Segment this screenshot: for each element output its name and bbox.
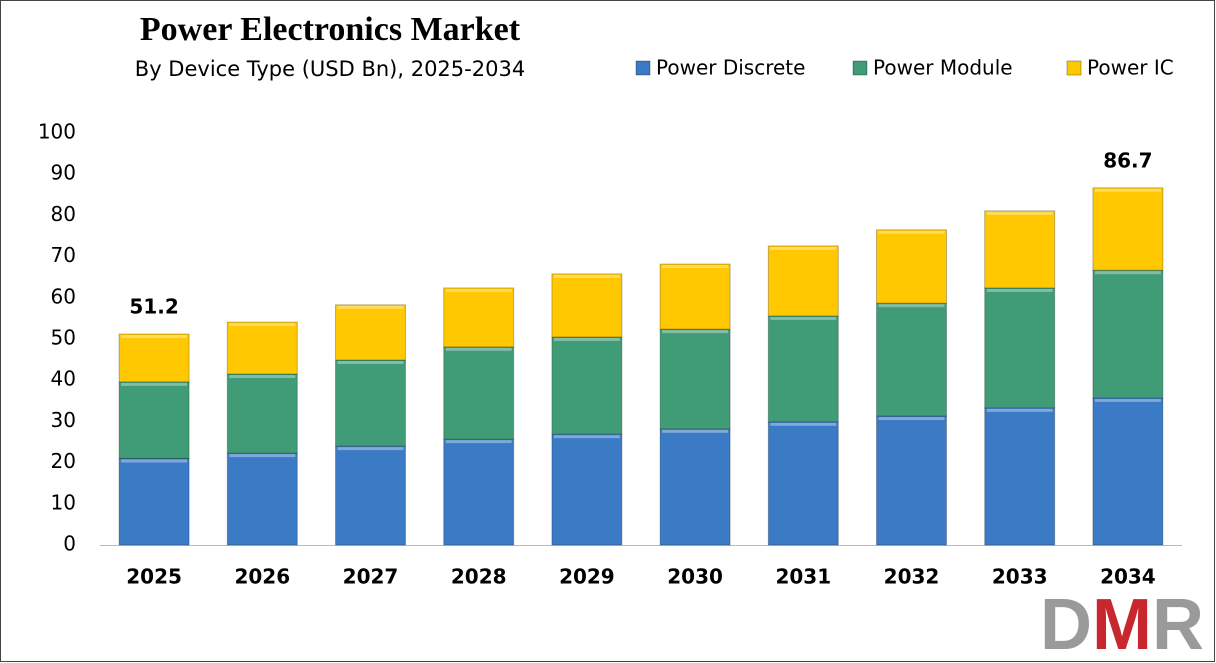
bar-segment bbox=[226, 373, 298, 454]
bar-highlight bbox=[121, 382, 188, 386]
bar-segment bbox=[984, 407, 1056, 546]
y-tick-label: 40 bbox=[51, 367, 76, 391]
bar-highlight bbox=[553, 337, 620, 341]
bar-highlight bbox=[553, 435, 620, 439]
bar-highlight bbox=[121, 459, 188, 463]
bar-segment bbox=[984, 210, 1056, 289]
legend-label: Power Discrete bbox=[656, 56, 805, 80]
bar-segment bbox=[118, 333, 190, 383]
bar-highlight bbox=[986, 408, 1053, 412]
bar-highlight bbox=[662, 429, 729, 433]
chart-title: Power Electronics Market bbox=[140, 11, 521, 48]
bar-segment bbox=[1092, 397, 1164, 546]
y-tick-label: 60 bbox=[51, 284, 76, 308]
total-label: 51.2 bbox=[129, 295, 178, 319]
legend-swatch bbox=[1066, 60, 1082, 76]
bar-highlight bbox=[878, 230, 945, 234]
bar-segment bbox=[767, 245, 839, 317]
y-tick-label: 70 bbox=[51, 243, 76, 267]
total-label: 86.7 bbox=[1103, 148, 1152, 172]
logo-letter: M bbox=[1092, 585, 1152, 663]
logo-letter: R bbox=[1152, 585, 1204, 663]
bar-highlight bbox=[553, 274, 620, 278]
bar-segment bbox=[659, 263, 731, 330]
x-tick-label: 2034 bbox=[1100, 565, 1156, 589]
y-tick-label: 50 bbox=[51, 326, 76, 350]
bar-segment bbox=[876, 302, 947, 417]
x-tick-label: 2031 bbox=[775, 565, 831, 589]
y-tick-label: 10 bbox=[51, 490, 76, 514]
x-tick-label: 2032 bbox=[884, 565, 940, 589]
logo-letter: D bbox=[1040, 585, 1092, 663]
bar-highlight bbox=[662, 265, 729, 269]
bar-segment bbox=[335, 304, 406, 361]
bar-highlight bbox=[337, 361, 404, 365]
legend-label: Power Module bbox=[873, 56, 1013, 80]
bar-segment bbox=[443, 438, 515, 546]
bar-segment bbox=[118, 381, 190, 459]
bar-segment bbox=[551, 273, 623, 338]
x-tick-label: 2030 bbox=[667, 565, 723, 589]
bar-highlight bbox=[986, 211, 1053, 215]
bar-segment bbox=[226, 452, 298, 546]
bar-highlight bbox=[445, 440, 512, 444]
bar-highlight bbox=[878, 417, 945, 421]
bar-segment bbox=[335, 445, 406, 546]
y-tick-label: 90 bbox=[51, 161, 76, 185]
bar-highlight bbox=[229, 454, 296, 458]
bar-segment bbox=[1092, 187, 1164, 271]
bar-highlight bbox=[1094, 398, 1161, 402]
bar-highlight bbox=[337, 305, 404, 309]
bar-highlight bbox=[337, 447, 404, 451]
legend-swatch bbox=[635, 60, 651, 76]
x-tick-label: 2027 bbox=[343, 565, 399, 589]
bar-highlight bbox=[662, 330, 729, 334]
x-tick-label: 2025 bbox=[126, 565, 182, 589]
x-tick-label: 2026 bbox=[234, 565, 290, 589]
bar-segment bbox=[551, 336, 623, 435]
bar-segment bbox=[443, 346, 515, 440]
bar-segment bbox=[118, 457, 190, 546]
bar-segment bbox=[767, 421, 839, 546]
bar-highlight bbox=[770, 246, 837, 250]
bar-highlight bbox=[1094, 271, 1161, 275]
bar-highlight bbox=[229, 375, 296, 379]
y-tick-label: 80 bbox=[51, 202, 76, 226]
legend-label: Power IC bbox=[1087, 56, 1174, 80]
chart-subtitle: By Device Type (USD Bn), 2025-2034 bbox=[135, 57, 525, 81]
bar-highlight bbox=[986, 288, 1053, 292]
bar-highlight bbox=[1094, 188, 1161, 192]
bar-segment bbox=[335, 359, 406, 447]
logo: DMR bbox=[1040, 585, 1204, 663]
bar-segment bbox=[1092, 269, 1164, 399]
y-tick-label: 20 bbox=[51, 449, 76, 473]
bar-segment bbox=[443, 287, 515, 348]
y-tick-label: 0 bbox=[63, 532, 76, 556]
bar-highlight bbox=[121, 335, 188, 339]
bar-segment bbox=[551, 433, 623, 546]
bar-segment bbox=[226, 321, 298, 375]
bar-highlight bbox=[445, 347, 512, 351]
bar-segment bbox=[659, 328, 731, 430]
y-tick-label: 100 bbox=[38, 120, 76, 144]
bar-segment bbox=[659, 428, 731, 546]
bar-segment bbox=[984, 287, 1056, 409]
bar-segment bbox=[876, 415, 947, 546]
bar-highlight bbox=[229, 323, 296, 327]
bar-highlight bbox=[770, 316, 837, 320]
legend-swatch bbox=[852, 60, 868, 76]
x-tick-label: 2029 bbox=[559, 565, 615, 589]
y-tick-label: 30 bbox=[51, 408, 76, 432]
bar-highlight bbox=[878, 304, 945, 308]
bar-highlight bbox=[445, 288, 512, 292]
x-tick-label: 2033 bbox=[992, 565, 1048, 589]
bar-segment bbox=[876, 229, 947, 304]
x-tick-label: 2028 bbox=[451, 565, 507, 589]
bar-highlight bbox=[770, 422, 837, 426]
bar-segment bbox=[767, 315, 839, 423]
